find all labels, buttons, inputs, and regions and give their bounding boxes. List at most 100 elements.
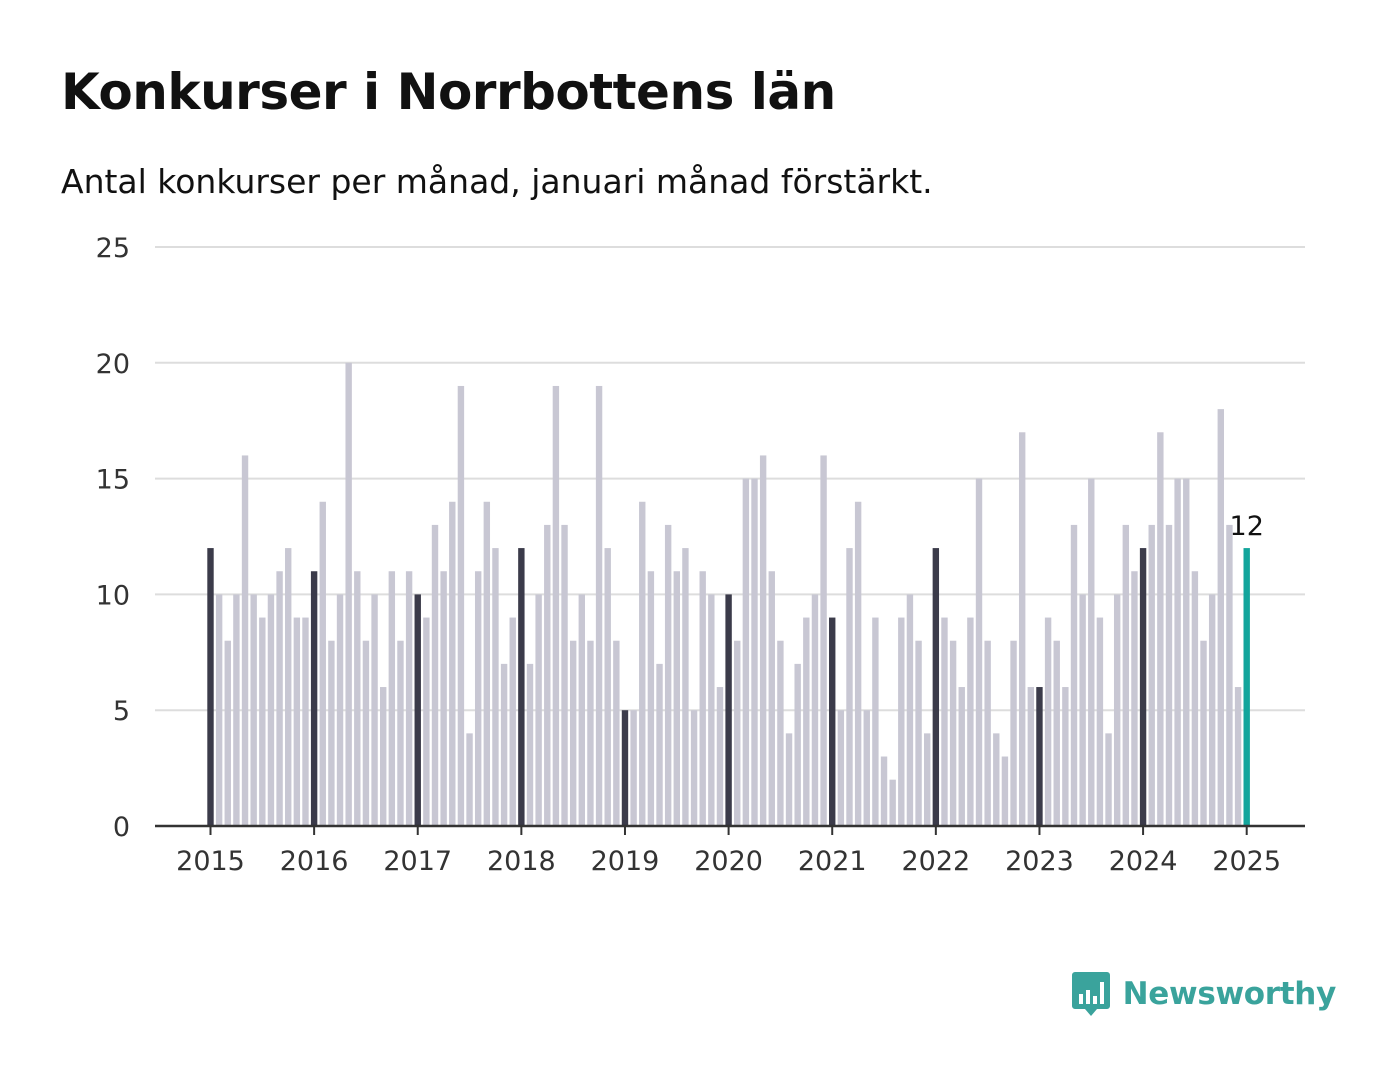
x-tick-label: 2020 xyxy=(694,846,763,877)
brand-name: Newsworthy xyxy=(1122,976,1337,1012)
bar xyxy=(215,594,223,826)
chart-subtitle: Antal konkurser per månad, januari månad… xyxy=(61,162,933,201)
bar xyxy=(526,663,534,826)
bar xyxy=(224,640,231,826)
bar xyxy=(777,640,784,826)
bar xyxy=(958,687,965,826)
bar xyxy=(613,640,620,826)
bar xyxy=(716,687,724,826)
bar xyxy=(1096,617,1104,826)
bar xyxy=(1183,478,1190,826)
bar xyxy=(854,501,862,826)
bar xyxy=(751,478,758,826)
bar xyxy=(621,710,629,826)
bar xyxy=(518,548,525,826)
bar xyxy=(656,663,663,826)
bar xyxy=(336,594,344,826)
bar xyxy=(388,571,396,826)
bar xyxy=(1010,640,1017,826)
bar xyxy=(535,594,542,826)
bar xyxy=(207,548,214,826)
x-tick-label: 2023 xyxy=(1005,846,1074,877)
bar xyxy=(423,617,430,826)
bar xyxy=(1044,617,1052,826)
bar xyxy=(906,594,914,826)
bar xyxy=(639,501,646,826)
bar xyxy=(285,548,292,826)
bar xyxy=(803,617,810,826)
bar xyxy=(380,687,387,826)
bar xyxy=(932,548,940,826)
bar xyxy=(664,524,672,826)
bar xyxy=(1148,524,1155,826)
bar-chart-speech-bubble-icon xyxy=(1071,972,1110,1016)
bar xyxy=(354,571,361,826)
bar xyxy=(293,617,301,826)
bar xyxy=(1113,594,1121,826)
bar xyxy=(829,617,836,826)
bar xyxy=(630,710,637,826)
bar xyxy=(785,733,793,826)
bar xyxy=(405,571,413,826)
bar xyxy=(328,640,335,826)
bar xyxy=(1191,571,1199,826)
bar xyxy=(1122,524,1130,826)
bar xyxy=(1018,432,1026,826)
bar xyxy=(820,455,827,826)
bar xyxy=(647,571,655,826)
bar xyxy=(811,594,819,826)
bar xyxy=(949,640,957,826)
bar xyxy=(457,385,465,826)
bar xyxy=(734,640,741,826)
x-tick-label: 2024 xyxy=(1109,846,1178,877)
bar xyxy=(431,524,439,826)
bar xyxy=(1217,409,1224,826)
bar xyxy=(595,385,603,826)
bar xyxy=(1234,687,1242,826)
x-tick-label: 2015 xyxy=(176,846,245,877)
bar xyxy=(500,663,508,826)
bar xyxy=(1131,571,1138,826)
bar xyxy=(362,640,370,826)
bar xyxy=(1105,733,1112,826)
bar xyxy=(587,640,594,826)
bar xyxy=(569,640,577,826)
bar xyxy=(474,571,482,826)
bar xyxy=(544,524,551,826)
bar xyxy=(276,571,283,826)
bar xyxy=(561,524,568,826)
y-tick-label: 10 xyxy=(96,580,130,611)
bar xyxy=(975,478,983,826)
bar xyxy=(250,594,257,826)
bar xyxy=(233,594,240,826)
bar xyxy=(1070,524,1078,826)
x-tick-label: 2025 xyxy=(1212,846,1281,877)
bar xyxy=(837,710,845,826)
bar xyxy=(924,733,931,826)
bar xyxy=(725,594,732,826)
bar xyxy=(1226,524,1233,826)
bar xyxy=(241,455,249,826)
bar xyxy=(414,594,421,826)
bar xyxy=(1208,594,1216,826)
bar xyxy=(1062,687,1069,826)
bar xyxy=(1001,756,1009,826)
bar xyxy=(984,640,991,826)
bar xyxy=(345,362,352,826)
bar xyxy=(794,663,801,826)
bar xyxy=(742,478,750,826)
bar xyxy=(509,617,516,826)
x-tick-label: 2016 xyxy=(280,846,349,877)
data-label: 12 xyxy=(1230,511,1264,542)
x-tick-label: 2021 xyxy=(798,846,867,877)
bar xyxy=(872,617,879,826)
bar xyxy=(1036,687,1043,826)
bar xyxy=(552,385,560,826)
bar xyxy=(578,594,586,826)
bar xyxy=(1165,524,1173,826)
newsworthy-logo: Newsworthy xyxy=(1071,970,1336,1018)
bar xyxy=(440,571,447,826)
bar xyxy=(699,571,706,826)
bar xyxy=(768,571,775,826)
